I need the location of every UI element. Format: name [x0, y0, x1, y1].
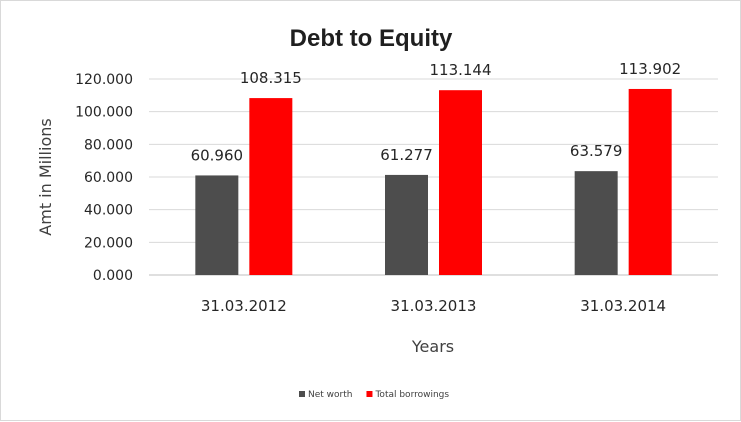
- y-axis-label: Amt in Millions: [36, 118, 55, 235]
- x-tick-labels: 31.03.2012 31.03.2013 31.03.2014: [201, 297, 666, 315]
- data-label: 113.144: [429, 61, 491, 79]
- bar-net-worth: [385, 174, 428, 275]
- bar-net-worth: [574, 171, 618, 275]
- y-tick-label: 60.000: [84, 170, 133, 186]
- data-label: 61.277: [380, 146, 433, 164]
- data-label: 113.902: [619, 60, 681, 78]
- legend-swatch: [299, 391, 305, 397]
- y-tick-label: 120.000: [75, 72, 133, 88]
- legend-swatch: [366, 391, 373, 397]
- y-tick-label: 20.000: [84, 235, 133, 251]
- data-labels: 60.960 108.315 61.277 113.144 63.579 113.902: [191, 60, 682, 164]
- legend-label: Net worth: [308, 390, 352, 400]
- y-tick-label: 40.000: [84, 203, 133, 219]
- y-tick-label: 100.000: [75, 105, 133, 121]
- legend: Net worth Total borrowings: [299, 390, 449, 400]
- bar-total-borrowings: [249, 98, 293, 275]
- bar-total-borrowings: [439, 90, 482, 275]
- x-tick-label: 31.03.2012: [201, 297, 287, 315]
- y-tick-labels: 0.000 20.000 40.000 60.000 80.000 100.000 120.…: [75, 72, 133, 284]
- chart-title: Debt to Equity: [290, 25, 453, 52]
- y-tick-label: 80.000: [84, 137, 133, 153]
- x-axis-label: Years: [411, 337, 454, 356]
- gridlines: [149, 78, 718, 276]
- x-tick-label: 31.03.2013: [391, 297, 477, 315]
- data-label: 108.315: [240, 69, 302, 87]
- legend-label: Total borrowings: [374, 390, 449, 400]
- data-label: 63.579: [570, 142, 623, 160]
- bars: [195, 88, 672, 275]
- y-tick-label: 0.000: [93, 268, 133, 284]
- data-label: 60.960: [191, 146, 244, 164]
- bar-net-worth: [195, 175, 239, 275]
- x-tick-label: 31.03.2014: [580, 297, 666, 315]
- bar-total-borrowings: [628, 88, 672, 275]
